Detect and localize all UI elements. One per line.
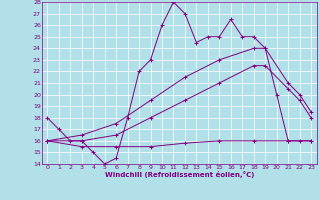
X-axis label: Windchill (Refroidissement éolien,°C): Windchill (Refroidissement éolien,°C) xyxy=(105,171,254,178)
